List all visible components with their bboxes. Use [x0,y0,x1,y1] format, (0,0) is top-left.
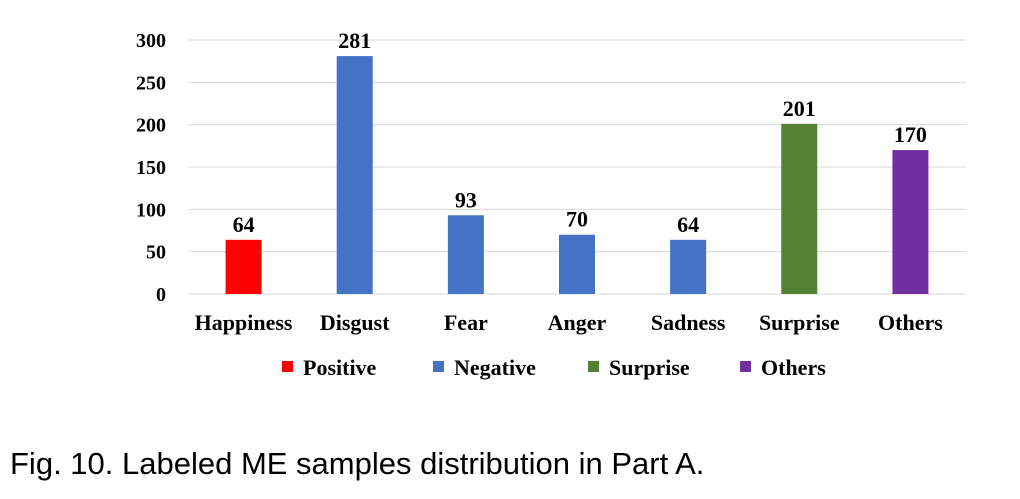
y-tick-label: 50 [146,242,166,264]
x-category-label: Surprise [759,310,840,335]
x-category-label: Others [878,310,943,335]
legend: Positive Negative Surprise Others [282,355,826,380]
bar-surprise [781,123,818,294]
bar-chart: 0 50 100 150 200 250 300 64 281 93 70 64 201 170 Hap… [136,28,966,380]
data-label-sadness: 64 [677,212,699,237]
y-tick-label: 250 [136,72,166,94]
legend-swatch-positive [282,361,293,372]
x-category-label: Anger [548,310,607,335]
bar-happiness [225,239,262,294]
data-label-happiness: 64 [233,212,255,237]
legend-swatch-surprise [588,361,599,372]
y-axis-ticks: 0 50 100 150 200 250 300 [136,30,166,306]
data-label-disgust: 281 [338,28,371,53]
legend-swatch-negative [433,361,444,372]
y-tick-label: 300 [136,30,166,52]
legend-label-negative: Negative [454,355,536,380]
bar-disgust [336,56,373,294]
bar-fear [447,215,484,294]
bars [225,56,929,294]
legend-swatch-others [740,361,751,372]
figure-caption: Fig. 10. Labeled ME samples distribution… [10,446,705,481]
bar-sadness [670,239,707,294]
data-labels: 64 281 93 70 64 201 170 [233,28,927,237]
data-label-fear: 93 [455,187,477,212]
y-tick-label: 200 [136,115,166,137]
y-tick-label: 150 [136,157,166,179]
data-label-others: 170 [894,122,927,147]
x-category-label: Fear [444,310,488,335]
x-category-label: Disgust [320,310,390,335]
gridlines [188,39,966,253]
x-category-label: Happiness [195,310,293,335]
y-tick-label: 100 [136,199,166,221]
legend-label-surprise: Surprise [609,355,690,380]
x-category-label: Sadness [651,310,726,335]
data-label-surprise: 201 [783,96,816,121]
legend-label-positive: Positive [303,355,377,380]
x-axis-categories: Happiness Disgust Fear Anger Sadness Surprise… [195,310,944,335]
bar-anger [559,234,595,294]
y-tick-label: 0 [156,284,166,306]
bar-others [892,150,929,294]
data-label-anger: 70 [566,207,588,232]
legend-label-others: Others [761,355,826,380]
